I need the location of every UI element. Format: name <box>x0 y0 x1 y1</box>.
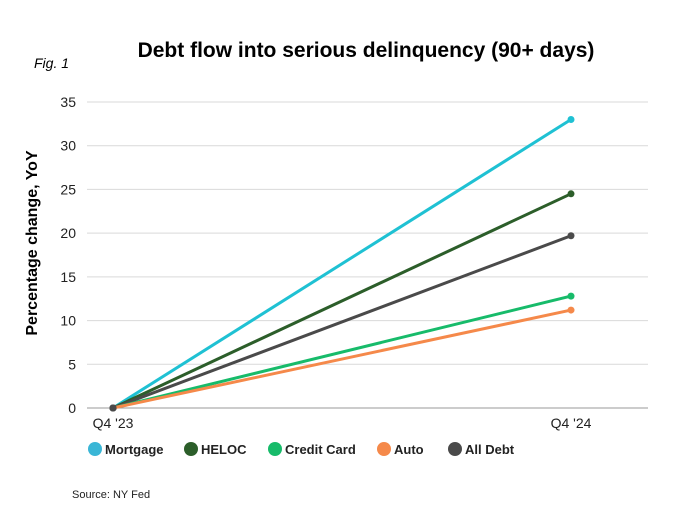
y-tick-label: 15 <box>60 269 76 285</box>
data-point-auto <box>109 404 117 412</box>
data-point-heloc <box>567 190 575 198</box>
y-tick-label: 20 <box>60 225 76 241</box>
legend-marker-all-debt <box>448 442 462 456</box>
series-line-credit-card <box>111 294 573 410</box>
source-note: Source: NY Fed <box>72 489 150 501</box>
legend-label-credit-card: Credit Card <box>285 442 356 457</box>
series-line-auto <box>111 308 573 410</box>
legend: Mortgage HELOC Credit Card Auto All Debt <box>88 442 515 457</box>
y-tick-labels: 0 5 10 15 20 25 30 35 <box>60 94 76 416</box>
series-line-all-debt <box>111 234 573 410</box>
data-point-auto <box>567 306 575 314</box>
gridlines <box>87 101 648 365</box>
y-tick-label: 10 <box>60 313 76 329</box>
figure-label: Fig. 1 <box>34 55 69 71</box>
y-tick-label: 25 <box>60 181 76 197</box>
legend-marker-credit-card <box>268 442 282 456</box>
y-tick-label: 35 <box>60 94 76 110</box>
series-points <box>109 115 575 412</box>
data-point-all-debt <box>567 232 575 240</box>
legend-label-auto: Auto <box>394 442 424 457</box>
data-point-credit-card <box>567 292 575 300</box>
y-tick-label: 30 <box>60 138 76 154</box>
legend-marker-mortgage <box>88 442 102 456</box>
y-tick-label: 5 <box>68 356 76 372</box>
data-point-mortgage <box>567 115 575 123</box>
x-tick-labels: Q4 '23 Q4 '24 <box>93 415 592 431</box>
x-tick-label: Q4 '24 <box>551 415 592 431</box>
y-tick-label: 0 <box>68 400 76 416</box>
series-lines <box>111 117 573 410</box>
legend-marker-heloc <box>184 442 198 456</box>
legend-marker-auto <box>377 442 391 456</box>
series-line-mortgage <box>111 117 573 410</box>
x-tick-label: Q4 '23 <box>93 415 134 431</box>
series-line-heloc <box>111 192 573 410</box>
legend-label-heloc: HELOC <box>201 442 247 457</box>
y-axis-label: Percentage change, YoY <box>24 150 41 336</box>
chart-title: Debt flow into serious delinquency (90+ … <box>138 39 595 62</box>
legend-label-all-debt: All Debt <box>465 442 515 457</box>
legend-label-mortgage: Mortgage <box>105 442 164 457</box>
